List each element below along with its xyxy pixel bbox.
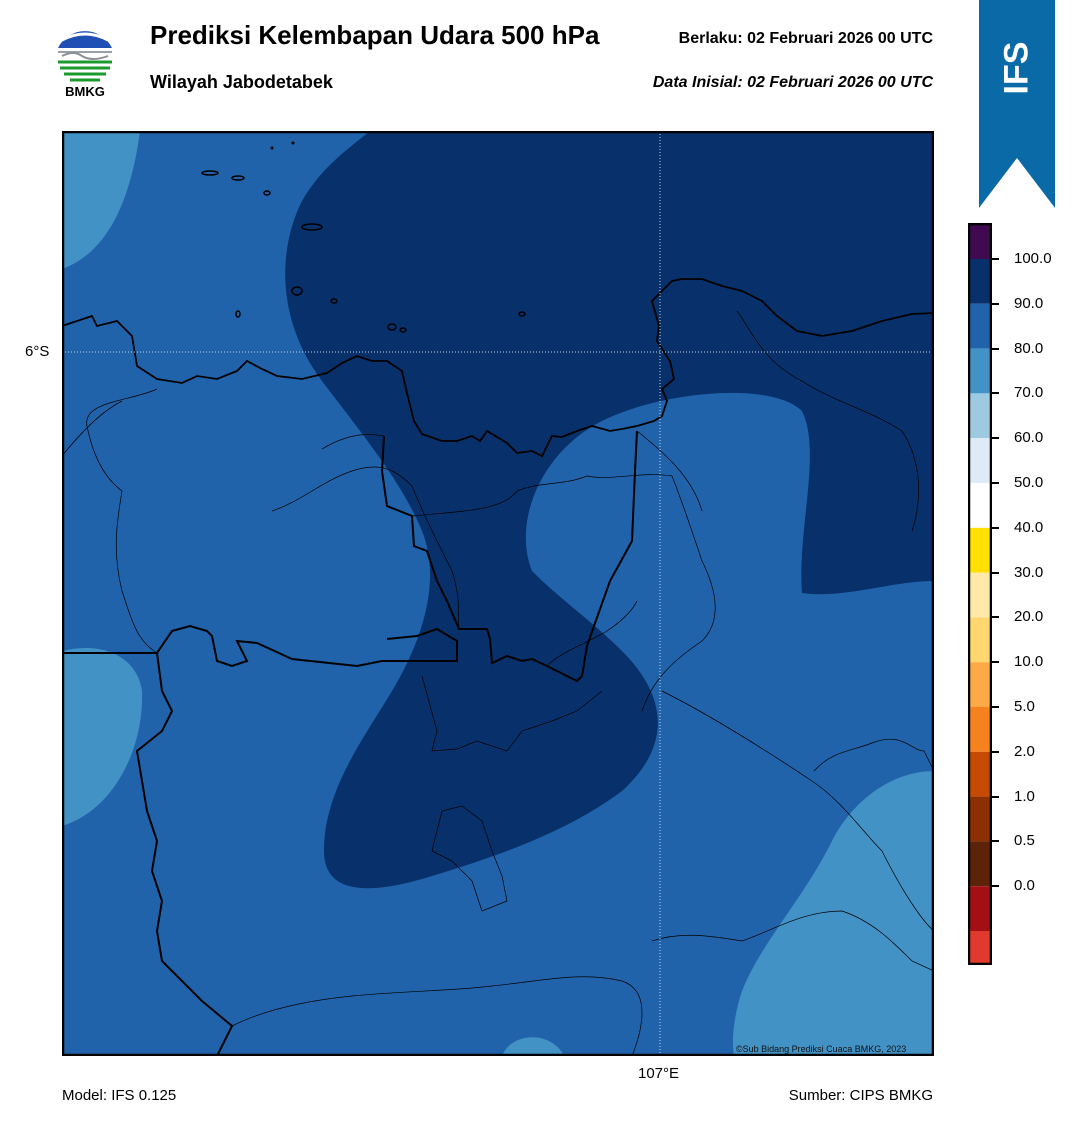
- valid-time-label: Berlaku: 02 Februari 2026 00 UTC: [678, 30, 933, 47]
- colorbar-segment: [968, 931, 992, 965]
- contour-70-80-w: [62, 647, 143, 826]
- colorbar-tick-label: 100.0: [1014, 250, 1052, 267]
- colorbar-tick-label: 80.0: [1014, 339, 1044, 357]
- colorbar-tick-label: 2.0: [1014, 742, 1035, 760]
- colorbar-segment: [968, 393, 992, 439]
- longitude-label: 107°E: [638, 1065, 680, 1082]
- logo-text: BMKG: [65, 84, 105, 99]
- colorbar-tick-label: 60.0: [1014, 429, 1044, 447]
- colorbar-tick-label: 20.0: [1014, 608, 1044, 626]
- colorbar-segment: [968, 617, 992, 663]
- colorbar-tick-mark: [992, 706, 999, 708]
- model-label: Model: IFS 0.125: [62, 1087, 177, 1104]
- bmkg-logo-icon: [54, 23, 116, 85]
- colorbar-segment: [968, 886, 992, 931]
- colorbar-tick-label: 40.0: [1014, 518, 1044, 536]
- humidity-map: [62, 131, 934, 1056]
- colorbar-segment: [968, 572, 992, 618]
- colorbar-tick-mark: [992, 885, 999, 888]
- colorbar-segment: [968, 348, 992, 394]
- colorbar-tick-mark: [992, 616, 999, 619]
- colorbar-tick-label: 0.0: [1014, 877, 1035, 895]
- colorbar-segment: [968, 751, 992, 797]
- source-label: Sumber: CIPS BMKG: [788, 1087, 933, 1104]
- colorbar-tick-label: 5.0: [1014, 698, 1035, 715]
- colorbar-tick-label: 50.0: [1014, 474, 1044, 491]
- contour-70-80-s: [502, 1037, 564, 1056]
- province-border: [135, 652, 234, 1056]
- colorbar-tick-mark: [992, 302, 999, 305]
- contour-70-80-nw: [62, 131, 140, 269]
- colorbar: [968, 223, 992, 965]
- colorbar-segment: [968, 707, 992, 752]
- colorbar-tick-label: 0.5: [1014, 832, 1035, 850]
- colorbar-segment: [968, 841, 992, 887]
- colorbar-tick-mark: [992, 392, 999, 395]
- latitude-label: 6°S: [25, 343, 50, 360]
- colorbar-tick-mark: [992, 347, 999, 350]
- colorbar-tick-mark: [992, 795, 999, 798]
- colorbar-segment: [968, 796, 992, 842]
- colorbar-tick-label: 30.0: [1014, 563, 1044, 581]
- colorbar-segment: [968, 483, 992, 528]
- colorbar-tick-mark: [992, 750, 999, 753]
- page-subtitle: Wilayah Jabodetabek: [150, 72, 333, 92]
- page-title: Prediksi Kelembapan Udara 500 hPa: [150, 20, 600, 50]
- colorbar-tick-label: 10.0: [1014, 653, 1044, 671]
- colorbar-tick-label: 1.0: [1014, 787, 1035, 805]
- colorbar-tick-mark: [992, 571, 999, 574]
- province-border: [380, 430, 638, 683]
- colorbar-segment: [968, 527, 992, 573]
- colorbar-tick-label: 90.0: [1014, 294, 1044, 312]
- colorbar-tick-mark: [992, 437, 999, 440]
- colorbar-segment: [968, 259, 992, 304]
- coastline: [62, 278, 934, 458]
- colorbar-tick-mark: [992, 526, 999, 529]
- copyright-text: ©Sub Bidang Prediksi Cuaca BMKG, 2023: [736, 1044, 907, 1054]
- colorbar-tick-mark: [992, 661, 999, 664]
- colorbar-tick-label: 70.0: [1014, 384, 1044, 402]
- colorbar-tick-mark: [992, 258, 999, 260]
- init-time-label: Data Inisial: 02 Februari 2026 00 UTC: [652, 74, 933, 91]
- model-ribbon: [979, 0, 1055, 208]
- province-border: [62, 624, 458, 668]
- colorbar-segment: [968, 223, 992, 259]
- colorbar-segment: [968, 438, 992, 483]
- contour-70-80-se: [732, 771, 934, 1056]
- colorbar-segment: [968, 662, 992, 707]
- colorbar-tick-mark: [992, 840, 999, 843]
- colorbar-segment: [968, 303, 992, 349]
- ribbon-label: IFS: [997, 41, 1036, 95]
- contour-90-100: [285, 131, 934, 889]
- colorbar-tick-mark: [992, 482, 999, 484]
